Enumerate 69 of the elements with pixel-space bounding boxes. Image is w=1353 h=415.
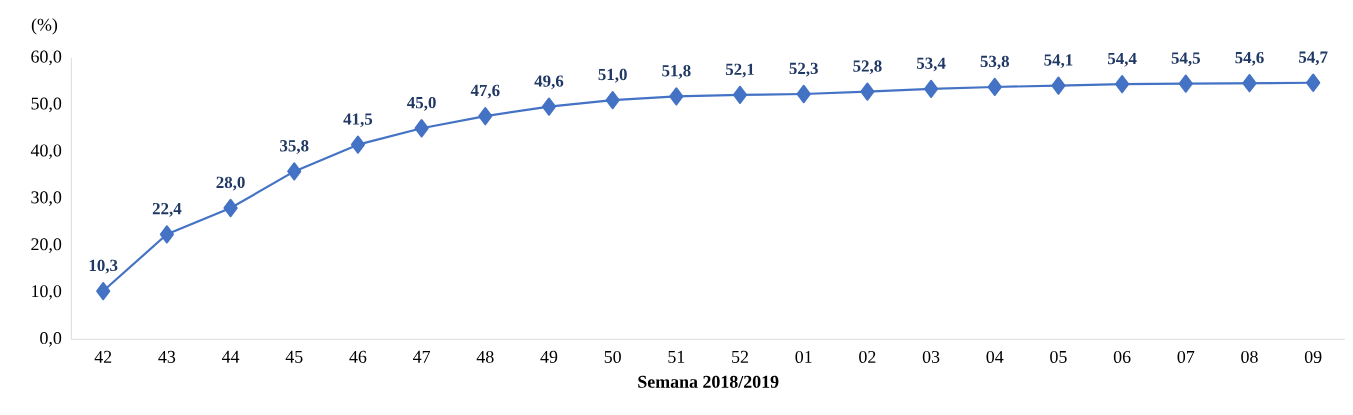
data-label: 22,4 [152, 202, 182, 217]
data-label: 54,1 [1044, 54, 1073, 68]
x-tick-label: 46 [349, 350, 367, 363]
data-label: 47,6 [470, 84, 500, 99]
point [605, 90, 620, 110]
x-tick-label: 43 [158, 350, 176, 363]
point [159, 225, 174, 244]
data-label: 52,8 [853, 60, 882, 75]
data-label: 10,3 [89, 259, 118, 274]
y-tick-label: 0,0 [40, 331, 62, 347]
data-label: 52,3 [789, 62, 818, 77]
data-label: 35,8 [280, 139, 309, 154]
data-label: 54,6 [1235, 51, 1264, 66]
x-axis-title: Semana 2018/2019 [638, 375, 779, 388]
data-label: 53,4 [916, 57, 946, 72]
x-tick-label: 08 [1241, 350, 1258, 363]
x-tick-label: 52 [732, 350, 748, 363]
point [223, 198, 238, 217]
data-label: 51,8 [662, 64, 691, 79]
x-tick-label: 09 [1304, 350, 1322, 363]
point [1242, 74, 1257, 93]
x-tick-label: 07 [1177, 350, 1195, 363]
data-label: 45,0 [407, 96, 436, 111]
x-tick-label: 50 [604, 350, 621, 363]
x-tick-label: 04 [986, 350, 1004, 363]
point [923, 79, 939, 98]
x-tick-label: 02 [859, 350, 876, 363]
point [860, 82, 875, 101]
point [1051, 76, 1066, 95]
x-tick-label: 44 [221, 350, 240, 363]
data-label: 54,7 [1299, 51, 1328, 66]
x-tick-label: 42 [94, 350, 112, 363]
point [96, 281, 111, 301]
data-label: 54,5 [1171, 52, 1200, 67]
point [669, 87, 684, 106]
point [1306, 73, 1321, 92]
x-tick-label: 47 [413, 350, 431, 363]
data-label: 54,4 [1108, 52, 1137, 67]
data-label: 28,0 [216, 176, 245, 191]
point [1178, 74, 1193, 93]
data-label: 53,8 [980, 55, 1009, 70]
data-label: 49,6 [534, 75, 564, 90]
x-tick-label: 51 [668, 350, 685, 363]
x-tick-label: 05 [1050, 350, 1067, 363]
y-tick-label: 40,0 [30, 144, 62, 159]
point [732, 85, 748, 104]
point [1115, 74, 1130, 94]
x-tick-label: 49 [540, 350, 558, 363]
point [478, 106, 493, 126]
point [350, 135, 366, 154]
x-tick-label: 45 [285, 350, 303, 363]
point [796, 84, 811, 103]
data-label: 51,0 [598, 68, 627, 83]
data-label: 52,1 [725, 63, 754, 78]
x-tick-label: 06 [1113, 350, 1131, 363]
y-tick-label: 20,0 [31, 238, 62, 253]
x-tick-label: 48 [476, 350, 494, 363]
data-label: 41,5 [343, 113, 373, 128]
x-tick-label: 03 [922, 350, 940, 363]
y-tick-label: 50,0 [31, 97, 62, 113]
y-tick-label: 60,0 [31, 50, 62, 66]
point [541, 97, 557, 116]
y-tick-label: 10,0 [32, 285, 62, 300]
y-axis-title: (%) [31, 18, 58, 35]
point [987, 77, 1002, 96]
point [414, 119, 429, 138]
point [287, 162, 302, 181]
x-tick-label: 01 [795, 350, 812, 363]
y-tick-label: 30,0 [31, 191, 62, 206]
